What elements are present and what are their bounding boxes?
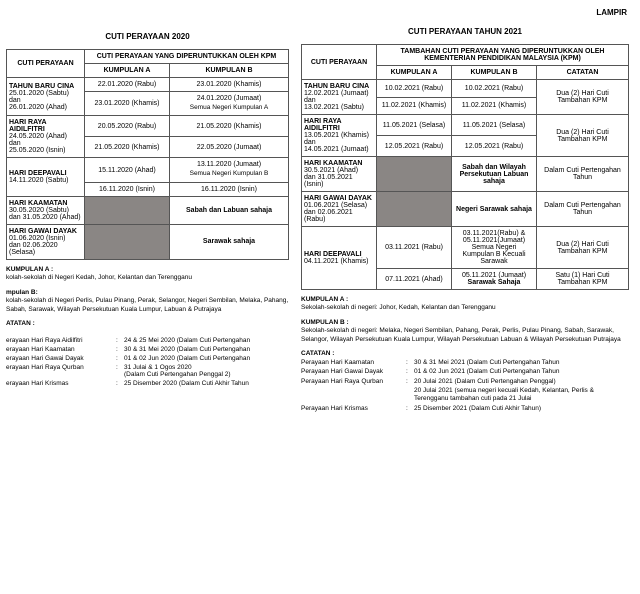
hdr-b: KUMPULAN B xyxy=(170,64,289,78)
hdr-a: KUMPULAN A xyxy=(85,64,170,78)
r4-note: Sabah dan Labuan sahaja xyxy=(170,196,289,224)
left-catatan-header: ATATAN : xyxy=(6,320,289,328)
r5-label: HARI GAWAI DAYAK 01.06.2020 (Isnin) dan … xyxy=(7,224,85,259)
left-list: erayaan Hari Raya Aidilfitri:24 & 25 Mei… xyxy=(6,337,289,387)
rr3-b: Sabah dan Wilayah Persekutuan Labuan sah… xyxy=(452,157,537,192)
rr5-a: 03.11.2021 (Rabu) xyxy=(377,227,452,269)
rr1-note: Dua (2) Hari Cuti Tambahan KPM xyxy=(537,80,629,115)
r3c-a: 16.11.2020 (Isnin) xyxy=(85,182,170,196)
hdr-perayaan: CUTI PERAYAAN xyxy=(7,50,85,78)
r2-b: 21.05.2020 (Khamis) xyxy=(170,116,289,137)
rr2c-b: 12.05.2021 (Rabu) xyxy=(452,136,537,157)
r1c-b: 24.01.2020 (Jumaat) Semua Negeri Kumpula… xyxy=(170,92,289,116)
rr1-a: 10.02.2021 (Rabu) xyxy=(377,80,452,98)
rr1c-a: 11.02.2021 (Khamis) xyxy=(377,97,452,115)
hdr-b-r: KUMPULAN B xyxy=(452,66,537,80)
r1-b: 23.01.2020 (Khamis) xyxy=(170,78,289,92)
rr2-label: HARI RAYA AIDILFITRI 13.05.2021 (Khamis)… xyxy=(302,115,377,157)
r1c-a: 23.01.2020 (Khamis) xyxy=(85,92,170,116)
r3-label: HARI DEEPAVALI 14.11.2020 (Sabtu) xyxy=(7,158,85,196)
r1-label: TAHUN BARU CINA 25.01.2020 (Sabtu) dan 2… xyxy=(7,78,85,116)
hdr-kpm: CUTI PERAYAAN YANG DIPERUNTUKKAN OLEH KP… xyxy=(85,50,289,64)
rr4-note: Dalam Cuti Pertengahan Tahun xyxy=(537,192,629,227)
hdr-kpm-r: TAMBAHAN CUTI PERAYAAN YANG DIPERUNTUKKA… xyxy=(377,45,629,66)
right-catatan: CATATAN : Perayaan Hari Kaamatan:30 & 31… xyxy=(301,350,629,413)
rr4-b: Negeri Sarawak sahaja xyxy=(452,192,537,227)
r1-a: 22.01.2020 (Rabu) xyxy=(85,78,170,92)
right-panel: LAMPIR CUTI PERAYAAN TAHUN 2021 CUTI PER… xyxy=(295,0,635,594)
rr3-label: HARI KAAMATAN 30.5.2021 (Ahad) dan 31.05… xyxy=(302,157,377,192)
r4-label: HARI KAAMATAN 30.05.2020 (Sabtu) dan 31.… xyxy=(7,196,85,224)
rr5-note: Dua (2) Hari Cuti Tambahan KPM xyxy=(537,227,629,269)
right-title: CUTI PERAYAAN TAHUN 2021 xyxy=(301,27,629,36)
left-table: CUTI PERAYAAN CUTI PERAYAAN YANG DIPERUN… xyxy=(6,49,289,260)
r2c-b: 22.05.2020 (Jumaat) xyxy=(170,137,289,158)
rr1c-b: 11.02.2021 (Khamis) xyxy=(452,97,537,115)
hdr-c-r: CATATAN xyxy=(537,66,629,80)
hdr-perayaan-r: CUTI PERAYAAN xyxy=(302,45,377,80)
rr2-b: 11.05.2021 (Selasa) xyxy=(452,115,537,136)
r2c-a: 21.05.2020 (Khamis) xyxy=(85,137,170,158)
rr5-label: HARI DEEPAVALI 04.11.2021 (Khamis) xyxy=(302,227,377,290)
left-kump-a: KUMPULAN A : kolah-sekolah di Negeri Ked… xyxy=(6,266,289,283)
rr3-grey xyxy=(377,157,452,192)
r5-grey xyxy=(85,224,170,259)
r3-b: 13.11.2020 (Jumaat) Semua Negeri Kumpula… xyxy=(170,158,289,182)
right-kump-a: KUMPULAN A : Sekolah-sekolah di negeri: … xyxy=(301,296,629,313)
r4-grey xyxy=(85,196,170,224)
hdr-a-r: KUMPULAN A xyxy=(377,66,452,80)
rr4-grey xyxy=(377,192,452,227)
rr5c-a: 07.11.2021 (Ahad) xyxy=(377,269,452,290)
r2-a: 20.05.2020 (Rabu) xyxy=(85,116,170,137)
right-kump-b: KUMPULAN B : Sekolah-sekolah di negeri: … xyxy=(301,319,629,344)
right-table: CUTI PERAYAAN TAMBAHAN CUTI PERAYAAN YAN… xyxy=(301,44,629,290)
rr1-b: 10.02.2021 (Rabu) xyxy=(452,80,537,98)
rr3-note: Dalam Cuti Pertengahan Tahun xyxy=(537,157,629,192)
left-kump-b: mpulan B: kolah-sekolah di Negeri Perlis… xyxy=(6,289,289,314)
r2-label: HARI RAYA AIDILFITRI 24.05.2020 (Ahad) d… xyxy=(7,116,85,158)
r3-a: 15.11.2020 (Ahad) xyxy=(85,158,170,182)
rr2-a: 11.05.2021 (Selasa) xyxy=(377,115,452,136)
r5-note: Sarawak sahaja xyxy=(170,224,289,259)
rr5c-note: Satu (1) Hari Cuti Tambahan KPM xyxy=(537,269,629,290)
rr5-b: 03.11.2021(Rabu) & 05.11.2021(Jumaat) Se… xyxy=(452,227,537,269)
rr5c-b: 05.11.2021 (Jumaat) Sarawak Sahaja xyxy=(452,269,537,290)
rr2c-a: 12.05.2021 (Rabu) xyxy=(377,136,452,157)
left-panel: CUTI PERAYAAN 2020 CUTI PERAYAAN CUTI PE… xyxy=(0,0,295,594)
rr2-note: Dua (2) Hari Cuti Tambahan KPM xyxy=(537,115,629,157)
r3c-b: 16.11.2020 (Isnin) xyxy=(170,182,289,196)
rr4-label: HARI GAWAI DAYAK 01.06.2021 (Selasa) dan… xyxy=(302,192,377,227)
lampir-label: LAMPIR xyxy=(301,8,629,17)
left-title: CUTI PERAYAAN 2020 xyxy=(6,32,289,41)
rr1-label: TAHUN BARU CINA 12.02.2021 (Jumaat) dan … xyxy=(302,80,377,115)
